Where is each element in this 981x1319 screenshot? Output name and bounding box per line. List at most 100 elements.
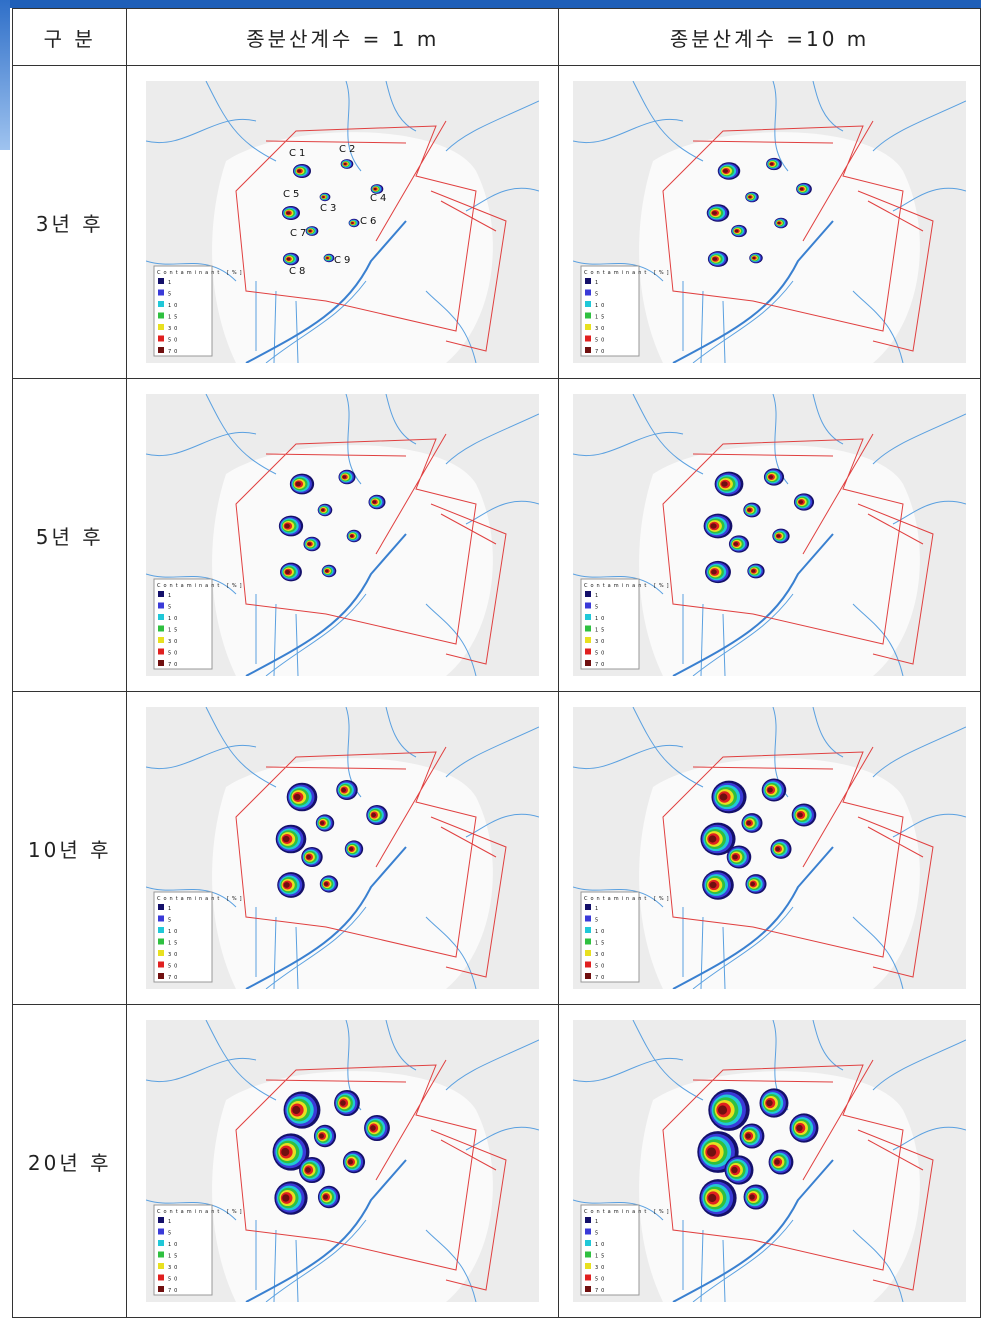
river [425,290,477,363]
plume [768,475,774,479]
plume [286,211,291,215]
river [445,100,540,152]
legend-swatch [158,591,165,597]
river [273,290,277,363]
legend-swatch [585,602,592,609]
river-main [672,846,834,989]
plume [750,881,756,887]
river [273,603,277,676]
legend-label: 5 [168,1231,174,1237]
plume [723,169,729,173]
legend-label: 15 [595,941,607,947]
legend-label: 10 [168,303,180,309]
river [265,593,367,676]
river [573,118,684,144]
plume [308,229,312,233]
river [692,593,794,676]
legend-swatch [158,614,165,620]
map-cell: Contaminant [%] 1 5 10 15 30 50 70 [126,1004,560,1318]
plume [294,793,301,801]
legend-label: 30 [168,639,180,645]
legend-swatch [585,278,592,284]
site-label: C9 [334,255,353,266]
plume [798,500,804,504]
river [425,1229,477,1302]
legend-swatch [158,915,165,922]
river [632,707,704,788]
site-label: C4 [370,193,389,204]
site-boundary [235,1059,477,1271]
legend-label: 30 [168,1265,180,1271]
legend-swatch [585,1251,592,1258]
plume [348,1159,354,1165]
river-main [672,1159,834,1302]
plume [797,812,803,818]
legend-swatch [158,335,165,342]
legend-label: 70 [168,1288,180,1294]
plume [295,481,302,487]
site-boundary [431,816,507,978]
plume [708,835,717,843]
legend-swatch [158,973,165,979]
river [772,81,789,172]
side-bar [0,0,10,150]
plume [320,821,325,825]
legend-swatch [585,637,592,643]
legend-swatch [585,1263,592,1269]
result-table: 구 분 종분산계수 = 1 m 종분산계수 =10 m 3년 후 C1 C2 C3 C4… [11,8,981,1318]
legend-title: Contaminant [%] [157,1209,245,1215]
plume [709,881,717,889]
plume [343,162,347,166]
plume [799,187,804,191]
legend-label: 5 [168,605,174,611]
legend-label: 70 [168,975,180,981]
river [146,573,237,595]
plume [307,542,312,546]
legend-swatch [585,1274,592,1281]
river [146,431,257,457]
legend-label: 1 [168,280,174,286]
plume [751,569,756,573]
river [722,1239,726,1302]
plume [325,569,329,573]
plume [371,812,377,818]
plume [350,534,354,538]
river [722,300,726,363]
legend-swatch [158,904,165,910]
plume [747,508,752,512]
legend-swatch [158,1286,165,1292]
lowland [212,1071,494,1302]
river [852,603,904,676]
legend-label: 15 [595,628,607,634]
river-main [672,533,834,676]
river [700,603,704,676]
river [692,280,794,363]
legend-label: 50 [168,651,180,657]
plume [777,221,781,225]
map-cell: Contaminant [%] 1 5 10 15 30 50 70 [558,1004,981,1318]
legend-swatch [585,312,592,319]
site-boundary [857,190,934,352]
legend-label: 10 [168,929,180,935]
legend-swatch [585,614,592,620]
plume [712,257,718,261]
legend-swatch [158,301,165,307]
river [445,726,540,778]
legend-swatch [158,648,165,655]
site-boundary [662,433,904,645]
river [812,394,844,445]
legend-swatch [158,961,165,968]
river [273,1229,277,1302]
plume [370,1125,377,1131]
river [445,413,540,465]
legend-label: 50 [168,1277,180,1283]
plume [732,854,738,860]
site-boundary [662,746,904,958]
river [573,431,684,457]
plume [297,169,302,173]
plume [721,481,728,487]
legend-label: 15 [168,1254,180,1260]
